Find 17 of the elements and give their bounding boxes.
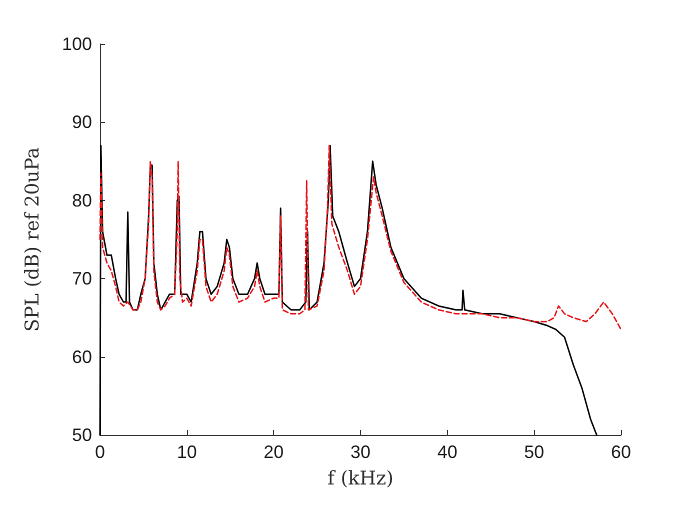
y-tick-label: 60	[72, 346, 92, 367]
x-tick-label: 30	[350, 442, 371, 462]
line-series	[99, 144, 598, 436]
x-tick-label: 50	[524, 442, 544, 462]
x-axis-title: f (kHz)	[328, 468, 394, 490]
y-axis-title: SPL (dB) ref 20uPa	[22, 147, 44, 332]
y-tick-label: 100	[62, 34, 92, 54]
y-tick-label: 90	[72, 112, 92, 132]
x-tick-label: 40	[437, 442, 458, 462]
x-tick-label: 60	[610, 442, 632, 462]
y-tick-label: 80	[72, 190, 92, 210]
line-series	[99, 144, 622, 330]
y-tick-label: 70	[72, 268, 92, 289]
x-tick-label: 0	[94, 442, 106, 462]
x-tick-label: 10	[176, 442, 197, 462]
y-tick-label: 50	[72, 425, 92, 445]
x-tick-label: 20	[264, 442, 284, 462]
